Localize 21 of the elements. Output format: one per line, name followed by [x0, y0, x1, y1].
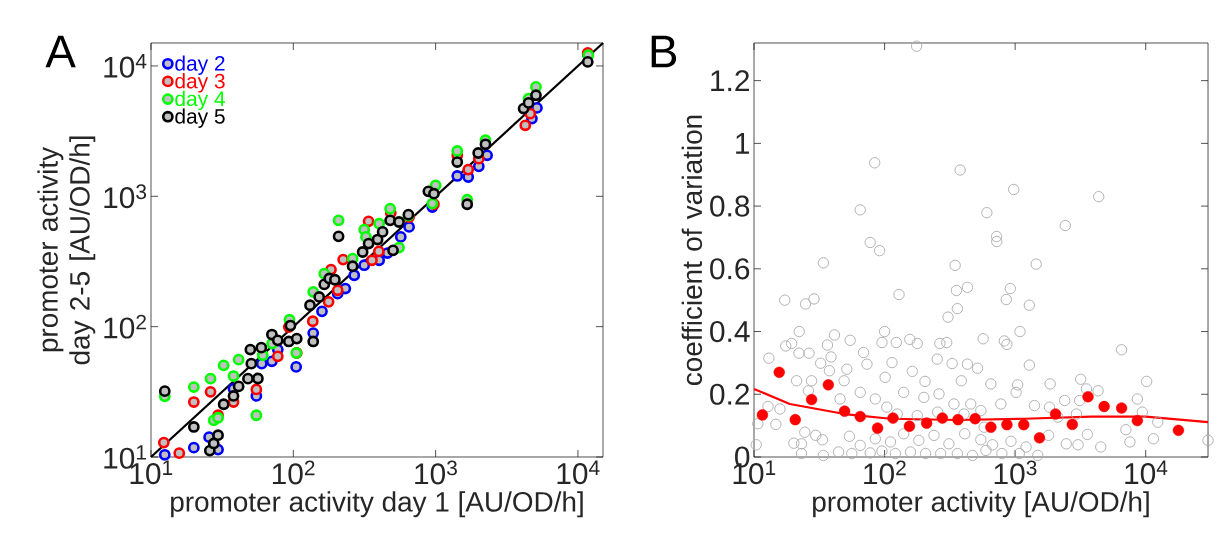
- chart-title: A: [45, 35, 76, 68]
- y-axis-title: promoter activity day 2-5 [AU/OD/h]: [37, 136, 96, 365]
- x-tick-label: 10$^{2}$: [272, 460, 315, 485]
- y-tick-label: 1.2: [711, 70, 749, 92]
- x-tick-label: 10$^{2}$: [864, 460, 906, 485]
- y-tick-label: 10$^{2}$: [104, 314, 146, 339]
- y-tick-label: 0.2: [710, 383, 749, 405]
- chart-title: B: [651, 35, 677, 68]
- y-tick-label: 0.6: [710, 258, 750, 280]
- x-tick-label: 10$^{3}$: [994, 460, 1037, 485]
- y-tick-label: 0.4: [710, 320, 750, 343]
- y-tick-label: 10$^{3}$: [104, 184, 147, 209]
- y-axis-title: coefficient of variation: [681, 115, 703, 386]
- x-axis-title: promoter activity day 1 [AU/OD/h]: [171, 491, 583, 518]
- x-tick-label: 10$^{4}$: [557, 460, 600, 485]
- y-tick-label: 10$^{4}$: [104, 54, 147, 78]
- y-tick-label: 0.8: [710, 195, 750, 217]
- x-axis-title: promoter activity [AU/OD/h]: [813, 491, 1149, 518]
- y-tick-label: 1: [736, 133, 750, 154]
- x-tick-label: 10$^{4}$: [1125, 460, 1168, 485]
- x-tick-label: 10$^{3}$: [415, 460, 457, 485]
